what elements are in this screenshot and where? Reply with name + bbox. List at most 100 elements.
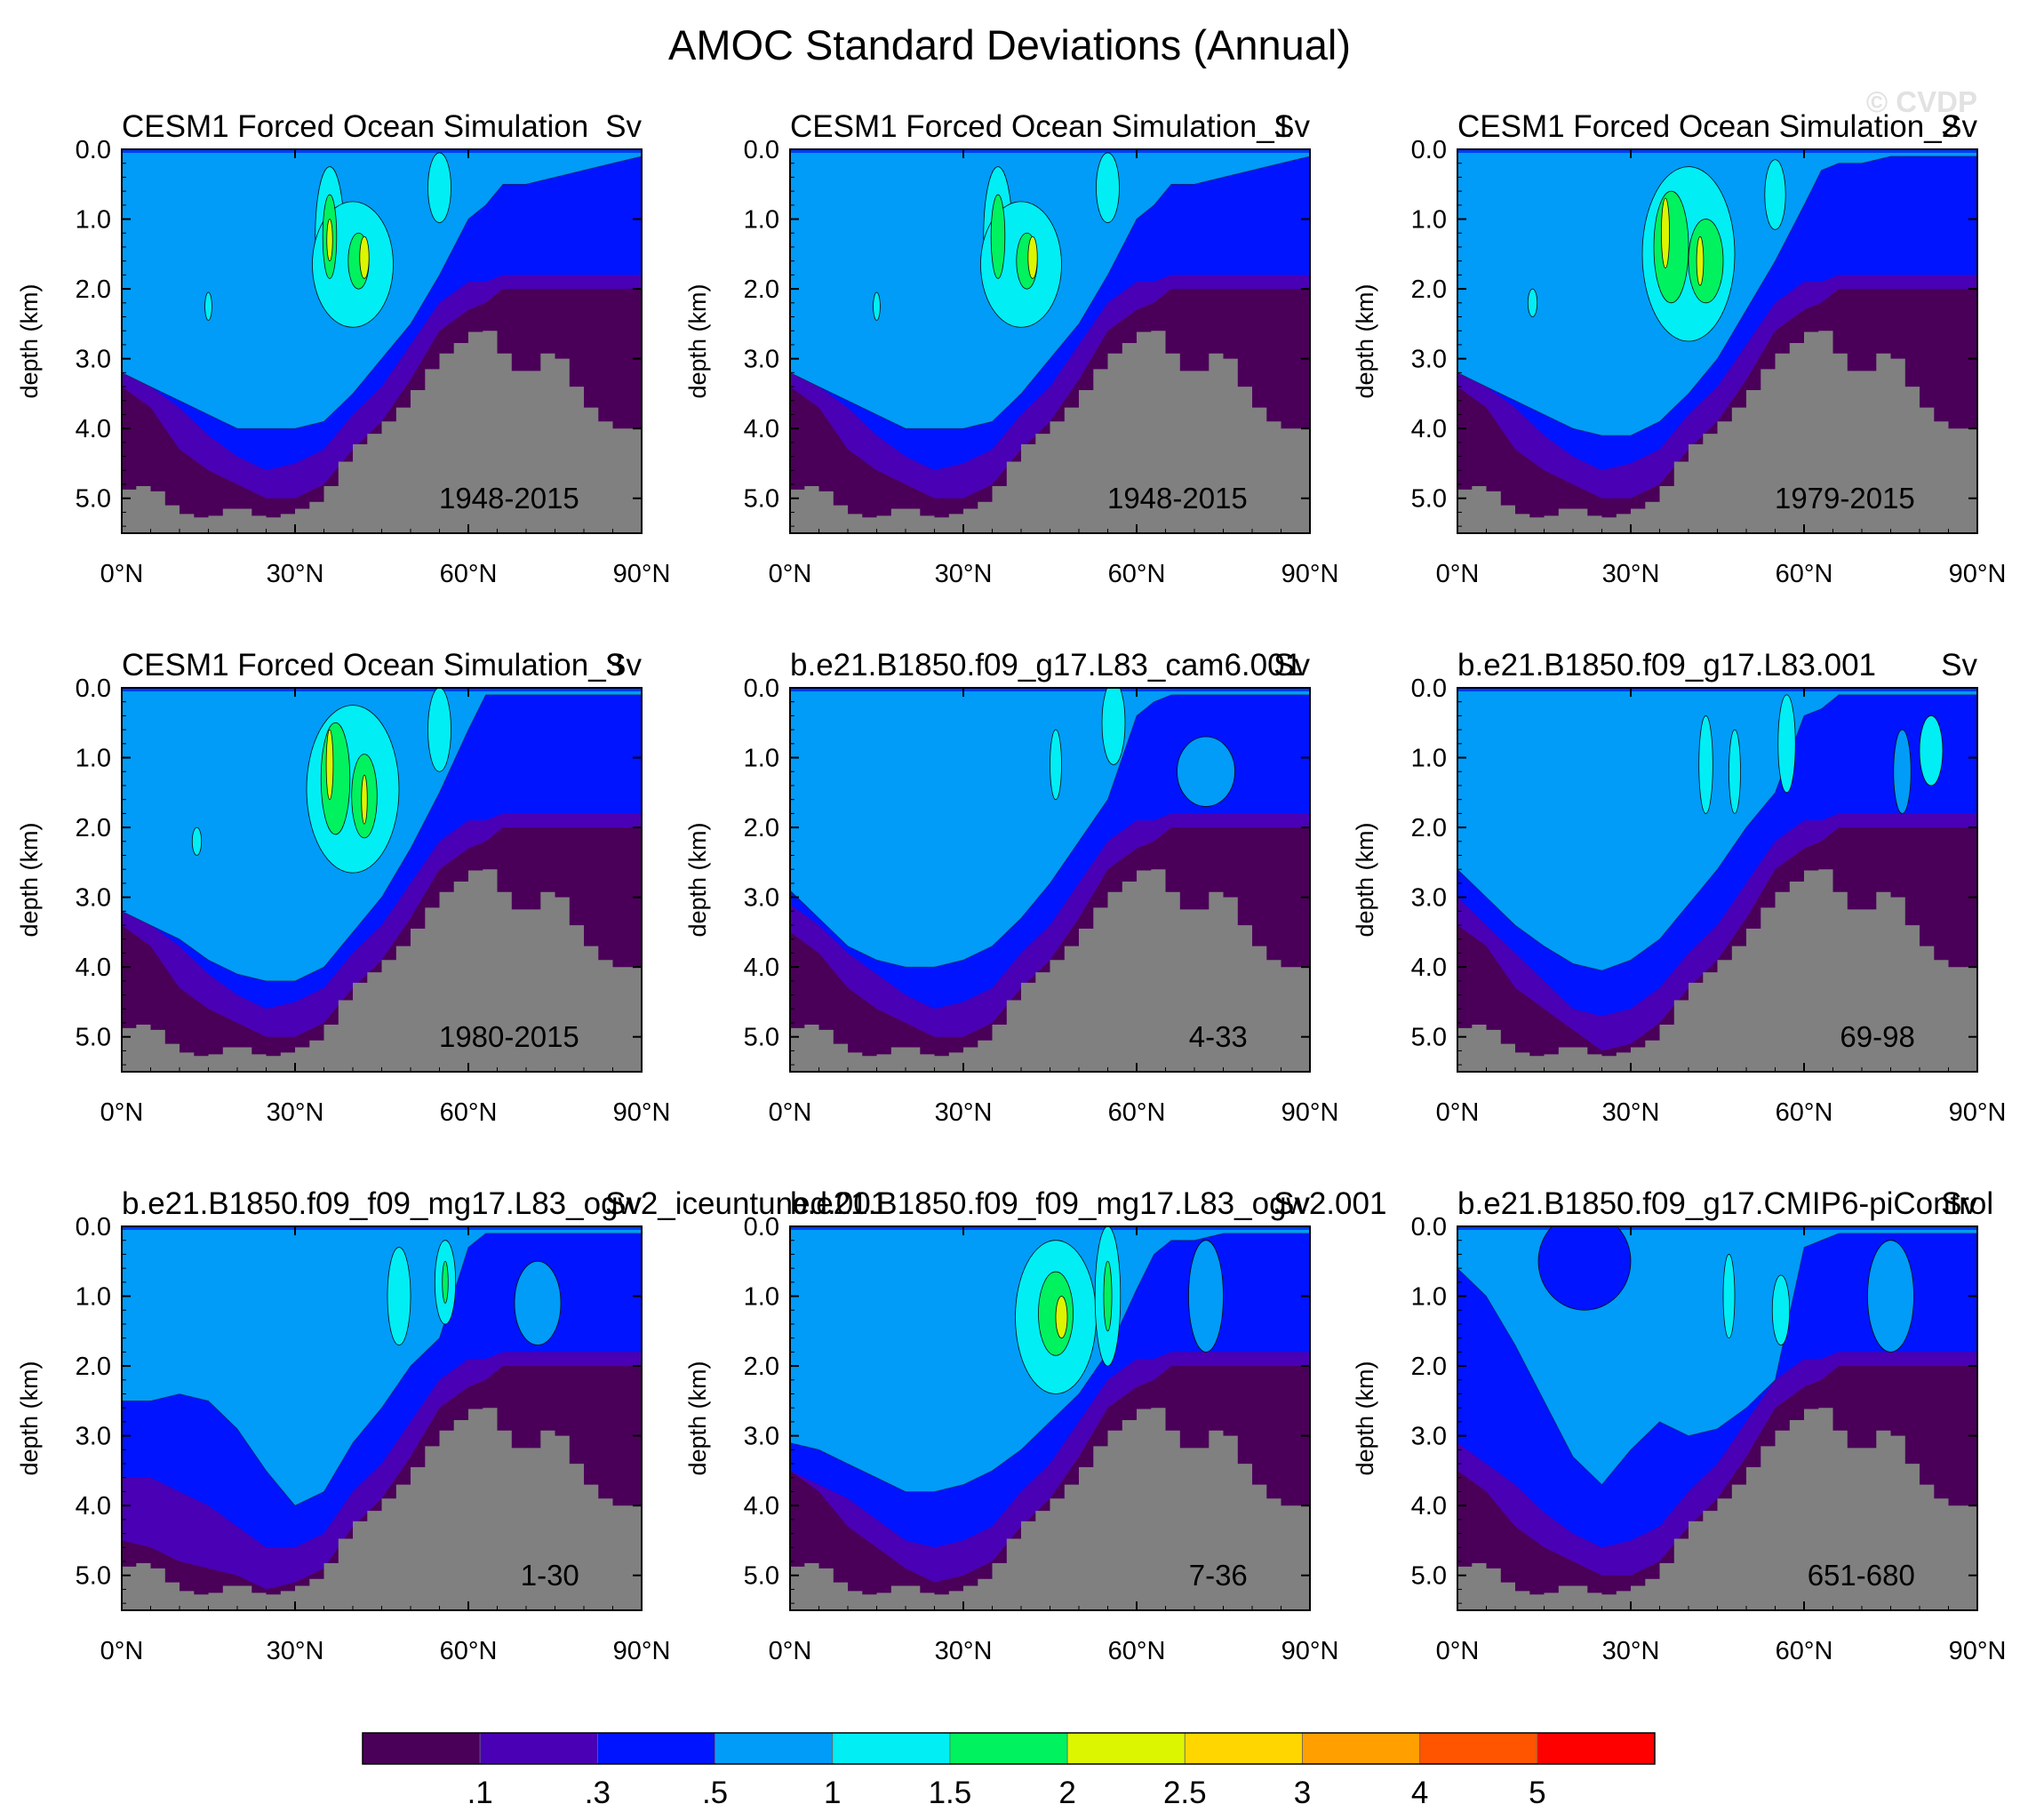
contour-blob [514, 1260, 562, 1345]
plot-area [790, 149, 1310, 533]
panel-units: Sv [1273, 1186, 1310, 1221]
y-tick-label: 2.0 [76, 275, 111, 304]
y-tick-label: 0.0 [1411, 1213, 1447, 1241]
y-tick-label: 0.0 [744, 675, 779, 703]
colorbar-frame [362, 1732, 1656, 1765]
bathymetry [122, 869, 642, 1072]
colorbar-segment [949, 1732, 1068, 1765]
surface-layer [1457, 688, 1977, 691]
y-tick-label: 5.0 [76, 1562, 111, 1591]
panel-period: 1-30 [521, 1559, 579, 1592]
contour-blob [326, 219, 333, 262]
panels: 0.0 1.0 2.0 3.0 4.0 5.0 0°N 30°N 60°N 90°N depth (… [16, 109, 2006, 1665]
bathymetry [1457, 869, 1977, 1072]
y-tick-label: 0.0 [744, 136, 779, 164]
y-tick-label: 3.0 [76, 1423, 111, 1451]
contour-blob [1103, 1260, 1113, 1332]
y-tick-label: 3.0 [744, 884, 779, 913]
y-tick-label: 5.0 [1411, 1024, 1447, 1052]
panel-units: Sv [1273, 109, 1310, 144]
y-tick-label: 0.0 [744, 1213, 779, 1241]
x-tick-label: 60°N [1108, 1098, 1166, 1127]
bathymetry [122, 331, 642, 533]
y-axis-label: depth (km) [684, 1361, 711, 1475]
contour-blob [1527, 288, 1538, 317]
contour-blob [442, 1260, 449, 1304]
y-tick-label: 5.0 [744, 1562, 779, 1591]
x-tick-label: 0°N [769, 1637, 812, 1665]
contour-blob [359, 235, 370, 279]
contour-blob [1055, 1296, 1068, 1339]
panel-units: Sv [1273, 648, 1310, 682]
x-tick-label: 90°N [613, 1098, 671, 1127]
y-tick-label: 4.0 [1411, 954, 1447, 982]
x-tick-label: 60°N [1776, 560, 1833, 588]
y-axis-label: depth (km) [16, 822, 43, 937]
surface-layer [790, 1226, 1310, 1230]
panel: 0.0 1.0 2.0 3.0 4.0 5.0 0°N 30°N 60°N 90°N depth (… [684, 1186, 1386, 1665]
panel-title: CESM1 Forced Ocean Simulation_2 [1457, 109, 1959, 144]
contour-blob [990, 194, 1006, 279]
contour-blob [1893, 729, 1912, 814]
y-tick-label: 5.0 [744, 485, 779, 514]
contour-blob [1867, 1240, 1914, 1353]
y-tick-label: 2.0 [1411, 275, 1447, 304]
x-tick-label: 30°N [1602, 1637, 1660, 1665]
plot-area [1457, 1226, 1977, 1610]
y-tick-label: 3.0 [1411, 884, 1447, 913]
y-tick-label: 0.0 [76, 1213, 111, 1241]
panel-period: 4-33 [1189, 1020, 1248, 1053]
y-tick-label: 4.0 [1411, 415, 1447, 443]
y-tick-label: 4.0 [76, 415, 111, 443]
x-tick-label: 0°N [100, 1098, 144, 1127]
contour-blob [204, 291, 212, 321]
plot-area [1457, 688, 1977, 1072]
y-tick-label: 3.0 [1411, 1423, 1447, 1451]
panel-period: 1948-2015 [439, 482, 579, 515]
x-tick-label: 90°N [1949, 1637, 2007, 1665]
y-tick-label: 4.0 [744, 954, 779, 982]
panel: 0.0 1.0 2.0 3.0 4.0 5.0 0°N 30°N 60°N 90°N depth (… [16, 648, 670, 1127]
colorbar-label: 2.5 [1163, 1776, 1207, 1810]
contour-blob [191, 826, 203, 856]
contour-blob [427, 152, 451, 223]
colorbar-label: 1.5 [929, 1776, 972, 1810]
x-tick-label: 60°N [1776, 1098, 1833, 1127]
contour-blob [1653, 190, 1689, 304]
x-tick-label: 90°N [613, 560, 671, 588]
x-tick-label: 90°N [1281, 1637, 1339, 1665]
panel-units: Sv [1941, 1186, 1977, 1221]
panel: 0.0 1.0 2.0 3.0 4.0 5.0 0°N 30°N 60°N 90°N depth (… [1352, 1186, 2006, 1665]
x-tick-label: 90°N [1281, 560, 1339, 588]
contour-blob [1027, 235, 1038, 279]
colorbar-segment [1184, 1732, 1303, 1765]
y-tick-label: 1.0 [1411, 1283, 1447, 1312]
contour-blob [1101, 688, 1126, 765]
y-axis-label: depth (km) [1352, 283, 1378, 398]
colorbar-label: 4 [1411, 1776, 1428, 1810]
y-tick-label: 1.0 [744, 745, 779, 773]
contour-blob [1537, 1226, 1632, 1311]
contour-blob [325, 729, 334, 801]
colorbar-label: 1 [824, 1776, 841, 1810]
panel-period: 1948-2015 [1107, 482, 1248, 515]
x-tick-label: 30°N [267, 1637, 324, 1665]
panel-units: Sv [1941, 109, 1977, 144]
colorbar-segment [479, 1732, 598, 1765]
bathymetry [1457, 1408, 1977, 1610]
plot-area [790, 688, 1310, 1072]
x-tick-label: 0°N [1436, 1098, 1480, 1127]
bathymetry [1457, 331, 1977, 533]
panel-units: Sv [605, 648, 642, 682]
colorbar-label: .3 [585, 1776, 611, 1810]
y-tick-label: 2.0 [1411, 814, 1447, 842]
y-tick-label: 5.0 [1411, 485, 1447, 514]
x-tick-label: 90°N [1949, 560, 2007, 588]
plot-area [122, 1226, 642, 1610]
y-tick-label: 4.0 [744, 415, 779, 443]
x-tick-label: 90°N [1281, 1098, 1339, 1127]
colorbar-segment [1419, 1732, 1538, 1765]
surface-layer [1457, 149, 1977, 153]
panel-title: b.e21.B1850.f09_f09_mg17.L83_ogw2_iceunt… [122, 1186, 888, 1221]
colorbar-segment [362, 1732, 481, 1765]
